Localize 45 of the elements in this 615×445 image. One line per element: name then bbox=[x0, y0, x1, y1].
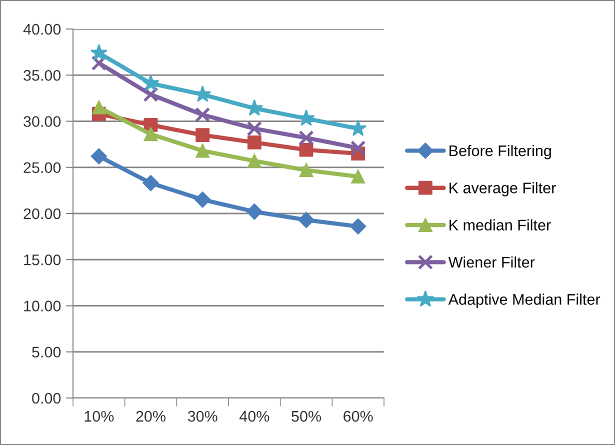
y-tick-label: 20.00 bbox=[24, 208, 61, 220]
point bbox=[298, 212, 314, 228]
y-tick-label: 40.00 bbox=[23, 24, 61, 35]
y-tick-label: 15.00 bbox=[24, 254, 61, 266]
legend-label: Wiener Filter bbox=[448, 256, 535, 268]
point bbox=[350, 140, 366, 156]
point bbox=[142, 174, 159, 192]
y-tick-label: 25.00 bbox=[24, 162, 61, 174]
point bbox=[247, 154, 262, 168]
point bbox=[298, 130, 314, 146]
point bbox=[91, 55, 107, 71]
point bbox=[142, 74, 160, 91]
point bbox=[298, 109, 315, 126]
x-tick-label: 50% bbox=[292, 410, 321, 422]
point bbox=[144, 127, 158, 142]
point bbox=[196, 128, 210, 142]
point bbox=[194, 192, 211, 208]
legend-label: Before Filtering bbox=[450, 144, 551, 160]
y-tick-label: 5.00 bbox=[32, 346, 61, 358]
legend-label: K average Filter bbox=[450, 182, 556, 196]
point bbox=[92, 100, 106, 114]
point bbox=[90, 148, 107, 164]
legend-label: Adaptive Median Filter bbox=[448, 294, 600, 308]
y-tick-label: 10.00 bbox=[24, 300, 61, 312]
x-tick-label: 60% bbox=[344, 410, 373, 422]
point bbox=[247, 136, 262, 150]
point bbox=[196, 144, 210, 158]
y-tick-label: 35.00 bbox=[24, 70, 61, 81]
point bbox=[299, 163, 314, 178]
point bbox=[143, 86, 158, 102]
legend-label: K median Filter bbox=[450, 219, 551, 231]
point bbox=[351, 170, 366, 184]
point bbox=[90, 44, 108, 60]
x-tick-label: 10% bbox=[84, 410, 114, 422]
x-tick-label: 20% bbox=[136, 410, 166, 422]
y-tick-label: 0.00 bbox=[32, 392, 61, 404]
point bbox=[246, 120, 262, 136]
point bbox=[246, 204, 262, 220]
x-tick-label: 40% bbox=[239, 410, 270, 422]
point bbox=[349, 120, 367, 136]
point bbox=[194, 107, 210, 122]
y-tick-label: 30.00 bbox=[24, 116, 61, 127]
point bbox=[299, 142, 314, 157]
x-tick-label: 30% bbox=[188, 410, 218, 422]
point bbox=[350, 218, 366, 234]
